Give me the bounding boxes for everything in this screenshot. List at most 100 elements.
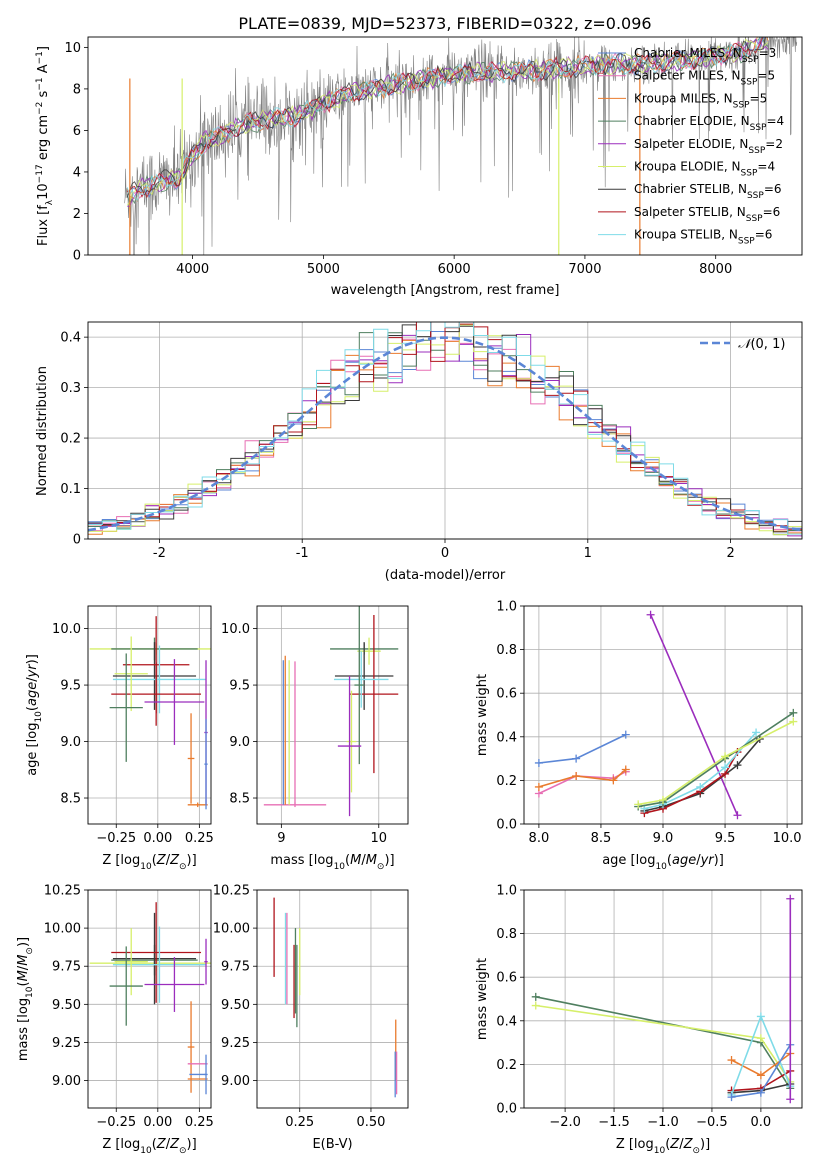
x-axis-label: Z [log10(Z/Z⊙)] xyxy=(616,1137,710,1156)
x-tick-label: 7000 xyxy=(568,262,601,277)
x-tick-label: 0.00 xyxy=(143,1115,172,1130)
x-tick-label: 9.5 xyxy=(715,831,736,846)
x-tick-label: −0.25 xyxy=(96,1115,136,1130)
x-tick-label: 1 xyxy=(584,546,592,561)
legend-label: Chabrier ELODIE, NSSP=4 xyxy=(634,114,784,133)
y-axis-label: mass [log10(M/M⊙)] xyxy=(16,937,35,1061)
errorbar-plot-area xyxy=(89,616,211,810)
errorbar-plot-area xyxy=(263,606,399,817)
y-tick-label: 0.0 xyxy=(496,1102,517,1117)
x-tick-label: 10.0 xyxy=(773,831,802,846)
y-tick-label: 9.5 xyxy=(60,679,81,694)
y-axis-label: mass weight xyxy=(475,958,490,1040)
weight-marker xyxy=(733,761,742,770)
residual-histogram xyxy=(88,322,802,535)
legend-label: Salpeter MILES, NSSP=5 xyxy=(634,69,775,88)
errorbar-plot-area xyxy=(89,902,211,1095)
legend-label: Kroupa ELODIE, NSSP=4 xyxy=(634,160,775,179)
legend-label: Salpeter STELIB, NSSP=6 xyxy=(634,205,780,224)
y-tick-label: 0.1 xyxy=(60,482,81,497)
weight-marker xyxy=(531,992,540,1001)
x-tick-label: 4000 xyxy=(176,262,209,277)
weight-line xyxy=(538,768,627,788)
y-axis-label: Normed distribution xyxy=(35,366,50,496)
weight-marker xyxy=(609,776,618,785)
weight-marker xyxy=(733,811,742,820)
axes-frame xyxy=(87,605,212,825)
x-tick-label: 0 xyxy=(441,546,449,561)
weight-marker xyxy=(786,894,795,903)
y-tick-label: 9.50 xyxy=(52,998,81,1013)
x-tick-label: 5000 xyxy=(307,262,340,277)
y-tick-label: 9.25 xyxy=(221,1036,250,1051)
y-tick-label: 0.2 xyxy=(60,432,81,447)
y-tick-label: 10.00 xyxy=(213,922,250,937)
model-spectrum xyxy=(126,37,769,205)
weight-marker xyxy=(721,752,730,761)
y-tick-label: 4 xyxy=(73,165,81,180)
y-tick-label: 2 xyxy=(73,207,81,222)
x-tick-label: −1.0 xyxy=(647,1115,679,1130)
weight-marker xyxy=(727,1056,736,1065)
y-tick-label: 1.0 xyxy=(496,884,517,899)
y-tick-label: 0.3 xyxy=(60,381,81,396)
weight-marker xyxy=(572,754,581,763)
weight-marker xyxy=(721,763,730,772)
legend-label: Salpeter ELODIE, NSSP=2 xyxy=(634,137,783,156)
legend-label: Kroupa STELIB, NSSP=6 xyxy=(634,228,772,247)
y-tick-label: 0 xyxy=(73,249,81,264)
y-tick-label: 9.00 xyxy=(52,1074,81,1089)
spectrum-panel: 4000 5000 6000 7000 8000 0 2 4 6 8 10 Chabrier MILE… xyxy=(35,36,803,298)
y-tick-label: 9.00 xyxy=(221,1074,250,1089)
y-tick-label: 9.5 xyxy=(229,679,250,694)
y-tick-label: 10.25 xyxy=(213,884,250,899)
x-axis-label: Z [log10(Z/Z⊙)] xyxy=(102,853,196,872)
y-axis-label: age [log10(age/yr)] xyxy=(25,654,44,776)
weight-marker xyxy=(572,772,581,781)
weight-marker xyxy=(756,1034,765,1043)
weight-line xyxy=(649,614,739,816)
y-tick-label: 8.5 xyxy=(60,792,81,807)
errorbar-plot-area xyxy=(273,897,398,1098)
mass-vs-metallicity-panel: −0.25 0.00 0.25 9.00 9.25 9.50 9.75 10.00 10.25 Z… xyxy=(16,884,214,1157)
y-tick-label: 0.2 xyxy=(496,1058,517,1073)
gaussian-curve xyxy=(88,336,802,532)
x-axis-label: mass [log10(M/M⊙)] xyxy=(270,853,394,872)
weight-marker xyxy=(756,1071,765,1080)
y-tick-label: 1.0 xyxy=(496,600,517,615)
weight-marker xyxy=(531,1001,540,1010)
y-tick-label: 10 xyxy=(64,41,81,56)
weight-marker xyxy=(789,708,798,717)
mass-vs-extinction-panel: 0.25 0.50 9.00 9.25 9.50 9.75 10.00 10.25 E(B-V) xyxy=(213,884,409,1152)
weight-marker xyxy=(756,1088,765,1097)
weight-marker xyxy=(659,796,667,805)
y-tick-label: 0.4 xyxy=(496,1014,517,1029)
weight-line xyxy=(638,720,794,806)
x-axis-label: wavelength [Angstrom, rest frame] xyxy=(331,283,560,298)
x-tick-label: 0.25 xyxy=(185,831,214,846)
age-vs-mass-panel: 9 10 8.5 9.0 9.5 10.0 mass [log10(M/M⊙)] xyxy=(221,605,409,872)
axes-frame xyxy=(87,36,803,256)
y-tick-label: 8.5 xyxy=(229,792,250,807)
y-tick-label: 9.25 xyxy=(52,1036,81,1051)
weight-marker xyxy=(786,1095,795,1104)
residual-plot-area xyxy=(88,322,802,537)
x-tick-label: 10 xyxy=(371,831,388,846)
axes-frame xyxy=(523,605,803,825)
y-tick-label: 0 xyxy=(73,533,81,548)
weight-marker xyxy=(789,717,798,726)
weight-vs-metallicity-panel: −2.0 −1.5 −1.0 −0.5 0.0 0.0 0.2 0.4 0.6 0.8 1.0 Z [… xyxy=(475,884,803,1156)
weight-marker xyxy=(752,728,761,737)
x-tick-label: 8.5 xyxy=(591,831,612,846)
axes-frame xyxy=(523,889,803,1109)
y-tick-label: 9.50 xyxy=(221,998,250,1013)
y-tick-label: 0.4 xyxy=(496,730,517,745)
weight-marker xyxy=(534,758,543,767)
x-tick-label: 8000 xyxy=(699,262,732,277)
x-axis-label: (data-model)/error xyxy=(385,568,506,583)
spectrum-legend: Chabrier MILES, NSSP=3 Salpeter MILES, NS… xyxy=(598,46,784,247)
weight-marker xyxy=(621,730,630,739)
y-tick-label: 0.0 xyxy=(496,818,517,833)
weight-marker xyxy=(756,1012,765,1021)
model-spectrum xyxy=(126,37,764,202)
